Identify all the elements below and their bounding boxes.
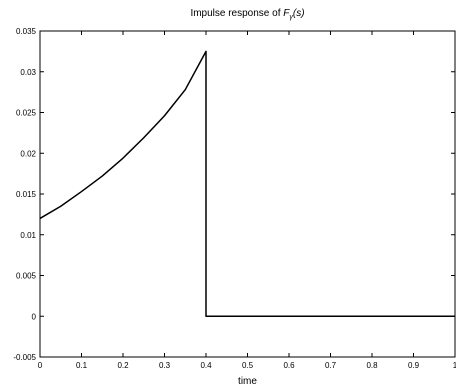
chart-title-prefix: Impulse response of bbox=[190, 8, 283, 19]
chart-title-suffix: (s) bbox=[293, 8, 305, 19]
x-tick-label: 0.5 bbox=[242, 361, 254, 370]
x-tick-label: 0.2 bbox=[117, 361, 129, 370]
y-tick-label: 0 bbox=[32, 312, 37, 321]
x-tick-label: 0.3 bbox=[159, 361, 171, 370]
x-tick-label: 1 bbox=[453, 361, 456, 370]
x-tick-label: 0 bbox=[38, 361, 43, 370]
y-tick-label: 0.005 bbox=[16, 272, 37, 281]
y-tick-label: 0.02 bbox=[20, 149, 36, 158]
x-axis: 0 0.1 0.2 0.3 0.4 0.5 0.6 0.7 0.8 0.9 1 bbox=[38, 31, 456, 370]
y-tick-label: 0.035 bbox=[16, 27, 37, 36]
y-tick-label: 0.025 bbox=[16, 109, 37, 118]
y-tick-label: 0.03 bbox=[20, 68, 36, 77]
x-tick-label: 0.7 bbox=[325, 361, 337, 370]
x-tick-label: 0.1 bbox=[76, 361, 88, 370]
x-axis-label: time bbox=[238, 376, 257, 387]
chart-title-sub: γ bbox=[289, 14, 293, 21]
x-tick-label: 0.4 bbox=[200, 361, 212, 370]
chart-title-func: F bbox=[283, 8, 290, 19]
series-line bbox=[39, 50, 455, 317]
x-tick-label: 0.8 bbox=[366, 361, 378, 370]
y-tick-label: -0.005 bbox=[13, 353, 36, 362]
y-axis: -0.005 0 0.005 0.01 0.015 0.02 0.025 0.03 0.035 bbox=[13, 27, 455, 362]
y-tick-label: 0.01 bbox=[20, 231, 36, 240]
y-tick-label: 0.015 bbox=[16, 190, 37, 199]
x-tick-label: 0.6 bbox=[283, 361, 295, 370]
x-tick-label: 0.9 bbox=[408, 361, 420, 370]
plot-area bbox=[39, 30, 456, 358]
chart-title: Impulse response of Fγ(s) bbox=[190, 8, 304, 21]
series-layer bbox=[39, 50, 455, 317]
